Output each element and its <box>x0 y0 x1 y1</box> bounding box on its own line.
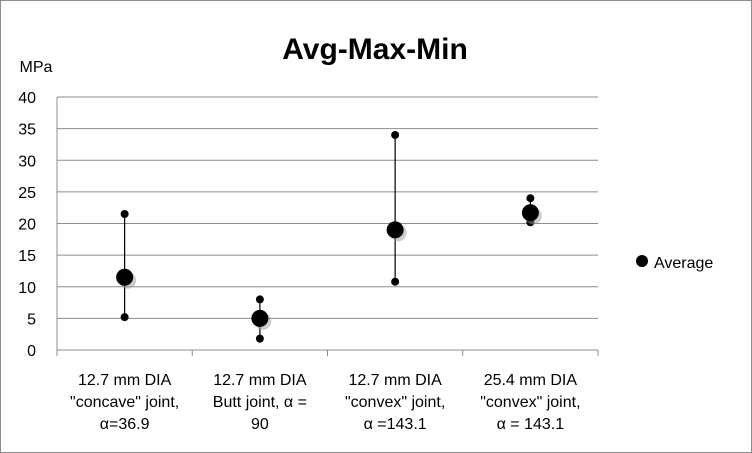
category-labels: 12.7 mm DIA "concave" joint, α=36.912.7 mm… <box>70 372 581 433</box>
legend-label-average: Average <box>654 255 713 272</box>
axes <box>56 97 599 356</box>
y-tick-label-35: 35 <box>18 122 36 139</box>
category-label-4-line-1: 25.4 mm DIA <box>484 372 578 389</box>
y-tick-label-20: 20 <box>18 217 36 234</box>
average-point-3 <box>386 221 404 239</box>
y-tick-label-15: 15 <box>18 248 36 265</box>
max-point-1 <box>120 210 129 219</box>
legend-marker-average <box>636 255 648 267</box>
y-tick-label-10: 10 <box>18 280 36 297</box>
average-point-4 <box>521 204 539 222</box>
category-label-1-line-3: α=36.9 <box>100 416 150 433</box>
max-point-2 <box>255 295 264 304</box>
category-label-2: 12.7 mm DIA Butt joint, α = 90 <box>213 372 307 433</box>
category-label-3-line-2: "convex" joint, <box>345 394 445 411</box>
category-label-3: 12.7 mm DIA "convex" joint, α =143.1 <box>345 372 445 433</box>
category-label-3-line-1: 12.7 mm DIA <box>348 372 442 389</box>
min-point-2 <box>255 334 264 343</box>
category-label-1-line-1: 12.7 mm DIA <box>78 372 172 389</box>
y-tick-label-30: 30 <box>18 153 36 170</box>
y-axis-unit-label: MPa <box>20 59 53 76</box>
chart-title: Avg-Max-Min <box>282 33 468 66</box>
legend: Average <box>636 255 713 272</box>
min-point-1 <box>120 313 129 322</box>
average-point-2 <box>251 309 269 327</box>
data-marks <box>116 130 542 343</box>
category-label-3-line-3: α =143.1 <box>364 416 427 433</box>
max-point-3 <box>391 130 400 139</box>
category-label-4: 25.4 mm DIA "convex" joint, α = 143.1 <box>480 372 580 433</box>
category-label-2-line-1: 12.7 mm DIA <box>213 372 307 389</box>
y-tick-label-40: 40 <box>18 90 36 107</box>
category-label-1-line-2: "concave" joint, <box>70 394 179 411</box>
max-point-4 <box>526 194 535 203</box>
category-label-4-line-2: "convex" joint, <box>480 394 580 411</box>
gridlines <box>57 96 598 319</box>
y-tick-label-5: 5 <box>27 311 36 328</box>
average-point-1 <box>116 268 134 286</box>
y-tick-label-0: 0 <box>27 343 36 360</box>
category-label-4-line-3: α = 143.1 <box>497 416 565 433</box>
y-tick-labels: 0 5 10 15 20 25 30 35 40 <box>18 90 36 360</box>
category-label-2-line-3: 90 <box>251 416 269 433</box>
category-label-2-line-2: Butt joint, α = <box>213 394 307 411</box>
y-tick-label-25: 25 <box>18 185 36 202</box>
min-point-3 <box>391 277 400 286</box>
category-label-1: 12.7 mm DIA "concave" joint, α=36.9 <box>70 372 179 433</box>
